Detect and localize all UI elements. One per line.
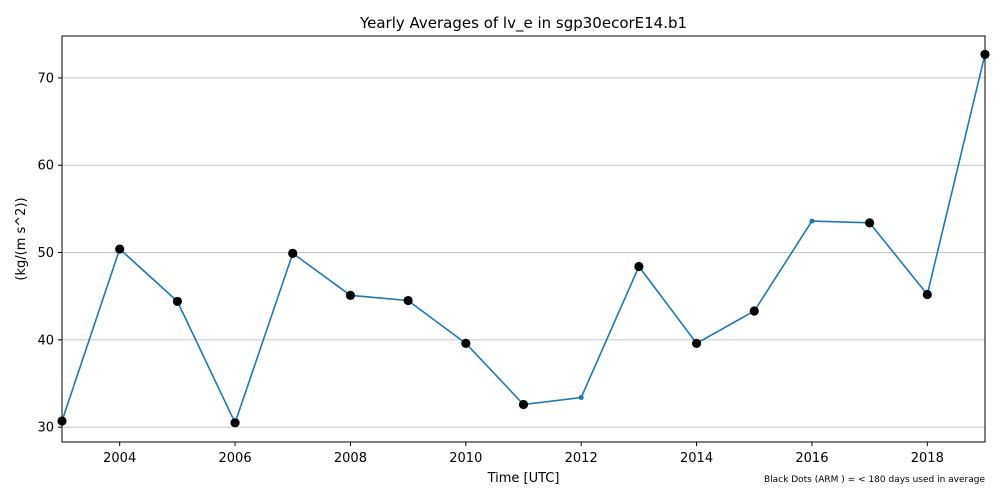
data-point xyxy=(809,218,815,224)
flag-dot xyxy=(172,296,182,307)
series-layer xyxy=(57,49,990,428)
x-axis-ticks: 2004 2006 2008 2010 2012 2014 2016 2018 xyxy=(103,442,944,466)
flag-dot xyxy=(230,418,240,428)
x-tick-label: 2016 xyxy=(795,451,828,466)
flag-dot xyxy=(461,338,471,348)
flag-dot xyxy=(403,295,413,306)
data-point xyxy=(578,394,584,400)
y-axis-title: (kg/(m s^2)) xyxy=(14,197,29,280)
y-tick-label: 60 xyxy=(37,159,54,174)
y-tick-label: 40 xyxy=(37,333,54,348)
flag-dot xyxy=(518,399,529,410)
x-tick-label: 2012 xyxy=(565,451,598,466)
x-tick-label: 2010 xyxy=(449,451,482,466)
flag-dot xyxy=(345,290,356,300)
x-tick-label: 2008 xyxy=(334,451,367,466)
plot-frame xyxy=(61,35,986,443)
gridlines xyxy=(62,77,985,428)
flag-dot xyxy=(749,306,759,316)
y-axis-ticks: 30 40 50 60 70 xyxy=(37,71,62,436)
flag-dot xyxy=(115,244,125,254)
flag-dot xyxy=(865,218,875,228)
x-tick-label: 2014 xyxy=(680,451,713,466)
y-tick-label: 30 xyxy=(37,421,54,436)
footnote: Black Dots (ARM ) = < 180 days used in a… xyxy=(764,475,985,485)
x-tick-label: 2006 xyxy=(219,451,252,466)
flag-dot xyxy=(922,289,932,300)
flag-dot xyxy=(691,338,702,348)
flag-dot xyxy=(288,248,298,259)
y-tick-label: 70 xyxy=(37,71,54,86)
series-line xyxy=(61,54,986,425)
chart-title: Yearly Averages of lv_e in sgp30ecorE14.… xyxy=(359,14,687,33)
y-tick-label: 50 xyxy=(37,246,54,261)
flag-dot xyxy=(634,261,644,272)
x-tick-label: 2018 xyxy=(911,451,944,466)
x-tick-label: 2004 xyxy=(103,451,136,466)
x-axis-title: Time [UTC] xyxy=(487,471,560,486)
